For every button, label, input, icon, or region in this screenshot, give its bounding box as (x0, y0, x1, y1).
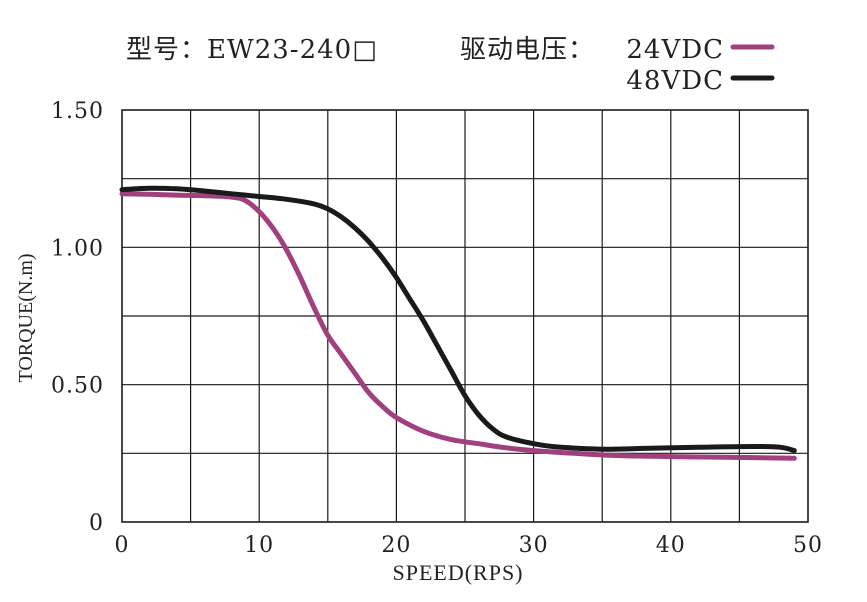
tick-labels: 0 10 20 30 40 50 0 0.50 1.00 1.50 (51, 99, 823, 558)
y-tick-label: 1.00 (51, 236, 104, 261)
series-line-24vdc (119, 191, 797, 461)
x-tick-label: 10 (244, 533, 274, 558)
chart-title: 型号：EW23-240□ (126, 35, 378, 65)
y-axis-label: TORQUE(N.m) (15, 253, 37, 382)
legend-voltage-label: 驱动电压： (460, 35, 595, 65)
x-tick-label: 30 (519, 533, 549, 558)
x-tick-label: 20 (381, 533, 411, 558)
series-line-48vdc (119, 185, 797, 454)
legend-label-24vdc: 24VDC (626, 35, 724, 65)
plot-frame (121, 109, 809, 523)
grid (121, 109, 809, 523)
x-tick-label: 50 (793, 533, 823, 558)
y-tick-label: 1.50 (51, 99, 104, 124)
x-tick-label: 0 (115, 533, 130, 558)
y-tick-label: 0.50 (51, 374, 104, 399)
legend-label-48vdc: 48VDC (626, 66, 724, 96)
x-tick-label: 40 (656, 533, 686, 558)
plot-area (119, 185, 797, 461)
x-axis-label: SPEED(RPS) (392, 560, 523, 585)
y-tick-label: 0 (89, 511, 104, 536)
